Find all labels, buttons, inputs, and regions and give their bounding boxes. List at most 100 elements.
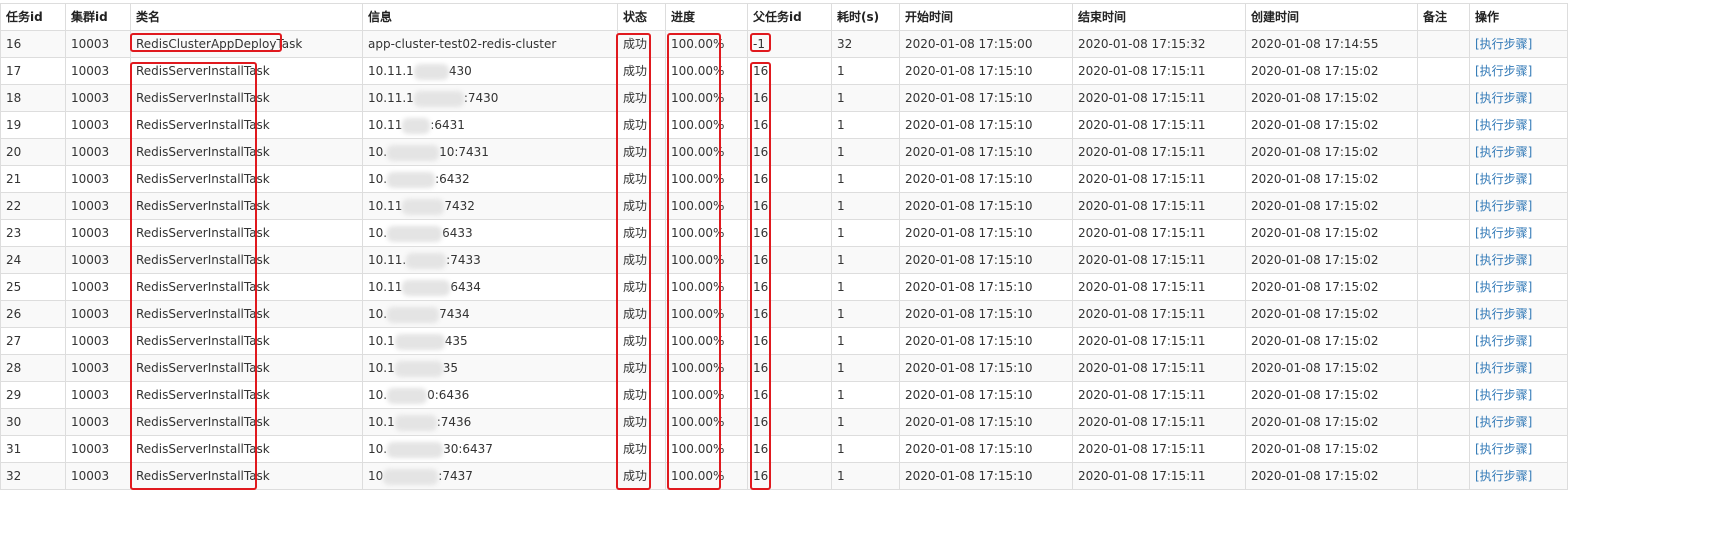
cell-status: 成功: [617, 273, 666, 301]
info-text-visible: 10.: [368, 388, 388, 402]
execute-steps-link[interactable]: [执行步骤]: [1475, 172, 1533, 186]
cell-info: 10.11:6431: [362, 111, 618, 139]
cell-progress: 100.00%: [665, 354, 748, 382]
cell-duration: 1: [831, 381, 900, 409]
cell-class-name: RedisServerInstallTask: [130, 138, 363, 166]
cell-task-id: 26: [0, 300, 66, 328]
cell-action: [执行步骤]: [1469, 30, 1568, 58]
cell-end-time: 2020-01-08 17:15:11: [1072, 219, 1246, 247]
cell-status: 成功: [617, 354, 666, 382]
info-text-suffix: 7432: [444, 199, 475, 213]
cell-class-name: RedisServerInstallTask: [130, 408, 363, 436]
table-row: 27 10003 RedisServerInstallTask 10.1 435 成功 10…: [0, 327, 1568, 355]
col-header-start-time: 开始时间: [899, 3, 1073, 31]
cell-cluster-id: 10003: [65, 84, 131, 112]
cell-action: [执行步骤]: [1469, 300, 1568, 328]
cell-status: 成功: [617, 462, 666, 490]
cell-info: 10.1:7436: [362, 408, 618, 436]
cell-action: [执行步骤]: [1469, 273, 1568, 301]
cell-end-time: 2020-01-08 17:15:11: [1072, 273, 1246, 301]
cell-parent-id: 16: [747, 111, 832, 139]
execute-steps-link[interactable]: [执行步骤]: [1475, 118, 1533, 132]
cell-start-time: 2020-01-08 17:15:10: [899, 84, 1073, 112]
cell-cluster-id: 10003: [65, 327, 131, 355]
cell-class-name: RedisServerInstallTask: [130, 84, 363, 112]
info-text-visible: 10.11: [368, 280, 403, 294]
cell-task-id: 23: [0, 219, 66, 247]
col-header-class-name: 类名: [130, 3, 363, 31]
execute-steps-link[interactable]: [执行步骤]: [1475, 226, 1533, 240]
execute-steps-link[interactable]: [执行步骤]: [1475, 64, 1533, 78]
header-row: 任务id 集群id 类名 信息 状态 进度 父任务id 耗时(s) 开始时间 结…: [0, 3, 1568, 31]
col-header-info: 信息: [362, 3, 618, 31]
cell-class-name: RedisServerInstallTask: [130, 435, 363, 463]
cell-remark: [1417, 192, 1470, 220]
cell-parent-id: 16: [747, 327, 832, 355]
execute-steps-link[interactable]: [执行步骤]: [1475, 253, 1533, 267]
table-header: 任务id 集群id 类名 信息 状态 进度 父任务id 耗时(s) 开始时间 结…: [0, 3, 1568, 31]
cell-duration: 1: [831, 138, 900, 166]
execute-steps-link[interactable]: [执行步骤]: [1475, 415, 1533, 429]
cell-task-id: 17: [0, 57, 66, 85]
execute-steps-link[interactable]: [执行步骤]: [1475, 334, 1533, 348]
cell-status: 成功: [617, 327, 666, 355]
cell-cluster-id: 10003: [65, 354, 131, 382]
redacted-ip-segment: [402, 279, 451, 296]
col-header-progress: 进度: [665, 3, 748, 31]
info-text-visible: 10.1: [368, 334, 395, 348]
cell-info: 10.11.1:7430: [362, 84, 618, 112]
cell-class-name: RedisClusterAppDeployTask: [130, 30, 363, 58]
cell-info: 10. 6433: [362, 219, 618, 247]
info-text-visible: 10: [368, 469, 384, 483]
info-text-visible: 10.: [368, 307, 388, 321]
info-text-suffix: 7434: [439, 307, 470, 321]
redacted-ip-segment: [402, 198, 445, 215]
execute-steps-link[interactable]: [执行步骤]: [1475, 388, 1533, 402]
info-text-visible: 10.1: [368, 361, 395, 375]
cell-cluster-id: 10003: [65, 219, 131, 247]
cell-parent-id: 16: [747, 138, 832, 166]
table-row: 19 10003 RedisServerInstallTask 10.11:6431 成…: [0, 111, 1568, 139]
cell-duration: 1: [831, 246, 900, 274]
execute-steps-link[interactable]: [执行步骤]: [1475, 280, 1533, 294]
execute-steps-link[interactable]: [执行步骤]: [1475, 469, 1533, 483]
execute-steps-link[interactable]: [执行步骤]: [1475, 199, 1533, 213]
info-text-suffix: 10:7431: [439, 145, 489, 159]
cell-info: 10.11 6434: [362, 273, 618, 301]
cell-info: 10:7437: [362, 462, 618, 490]
cell-start-time: 2020-01-08 17:15:10: [899, 246, 1073, 274]
cell-action: [执行步骤]: [1469, 192, 1568, 220]
cell-duration: 1: [831, 462, 900, 490]
table-row: 23 10003 RedisServerInstallTask 10. 6433 成功 10…: [0, 219, 1568, 247]
execute-steps-link[interactable]: [执行步骤]: [1475, 145, 1533, 159]
cell-start-time: 2020-01-08 17:15:10: [899, 327, 1073, 355]
redacted-ip-segment: [387, 441, 444, 458]
execute-steps-link[interactable]: [执行步骤]: [1475, 37, 1533, 51]
cell-class-name: RedisServerInstallTask: [130, 300, 363, 328]
execute-steps-link[interactable]: [执行步骤]: [1475, 442, 1533, 456]
redacted-ip-segment: [413, 63, 449, 80]
cell-start-time: 2020-01-08 17:15:10: [899, 300, 1073, 328]
execute-steps-link[interactable]: [执行步骤]: [1475, 307, 1533, 321]
cell-task-id: 24: [0, 246, 66, 274]
cell-duration: 1: [831, 300, 900, 328]
cell-cluster-id: 10003: [65, 138, 131, 166]
cell-status: 成功: [617, 192, 666, 220]
info-text-visible: 10.: [368, 172, 388, 186]
cell-task-id: 32: [0, 462, 66, 490]
cell-create-time: 2020-01-08 17:14:55: [1245, 30, 1418, 58]
cell-create-time: 2020-01-08 17:15:02: [1245, 327, 1418, 355]
execute-steps-link[interactable]: [执行步骤]: [1475, 361, 1533, 375]
cell-progress: 100.00%: [665, 435, 748, 463]
cell-duration: 1: [831, 192, 900, 220]
cell-start-time: 2020-01-08 17:15:00: [899, 30, 1073, 58]
cell-create-time: 2020-01-08 17:15:02: [1245, 246, 1418, 274]
cell-action: [执行步骤]: [1469, 138, 1568, 166]
cell-progress: 100.00%: [665, 246, 748, 274]
cell-task-id: 21: [0, 165, 66, 193]
cell-info: 10. 7434: [362, 300, 618, 328]
cell-create-time: 2020-01-08 17:15:02: [1245, 111, 1418, 139]
cell-remark: [1417, 462, 1470, 490]
cell-create-time: 2020-01-08 17:15:02: [1245, 408, 1418, 436]
execute-steps-link[interactable]: [执行步骤]: [1475, 91, 1533, 105]
